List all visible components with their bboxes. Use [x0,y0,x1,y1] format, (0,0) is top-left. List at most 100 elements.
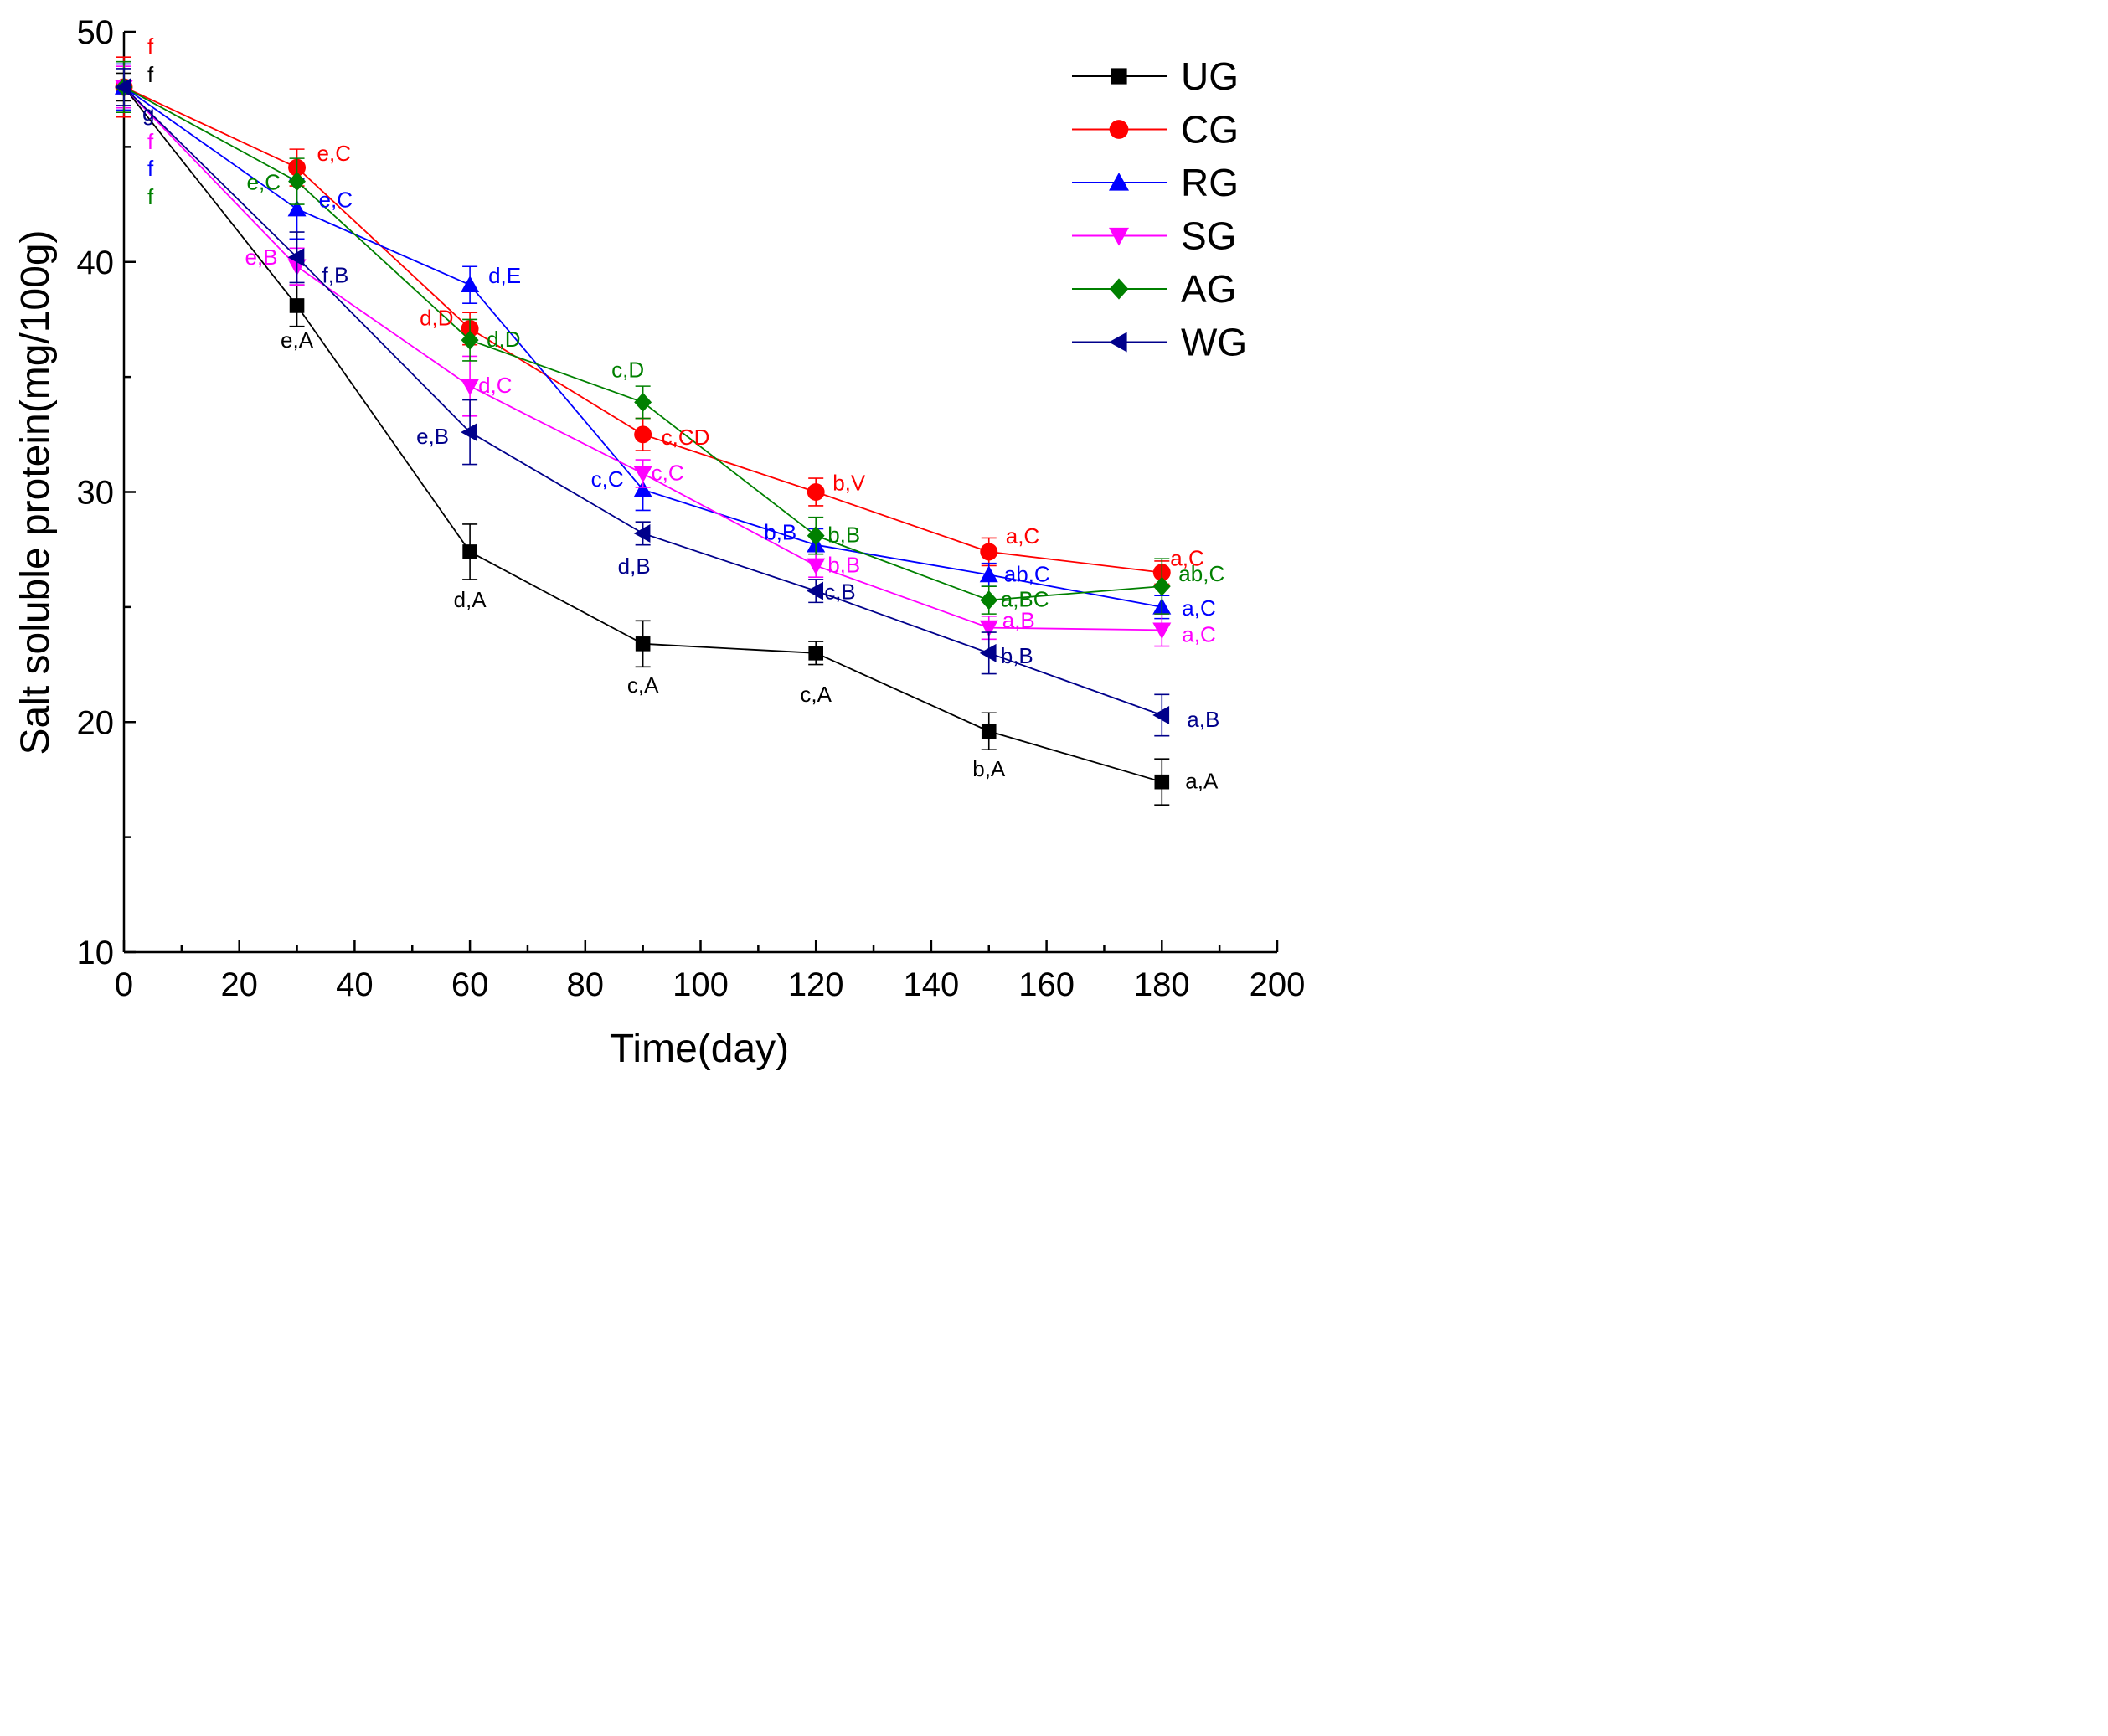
data-label-ag: b,B [827,523,860,548]
legend-marker [1109,120,1129,139]
data-label-ug: a,A [1185,769,1219,794]
legend-item-cg: CG [1072,108,1239,152]
data-point-wg [115,77,131,96]
y-tick-label: 20 [77,704,115,741]
data-label-sg: e,B [245,245,278,270]
x-tick-label: 40 [336,966,374,1003]
data-label-ug: e,A [281,327,314,353]
data-label-ug: c,A [800,682,832,707]
x-tick-label: 60 [451,966,489,1003]
y-tick-label: 50 [77,14,115,51]
data-label-cg: a,C [1170,546,1203,571]
legend-marker [1109,173,1129,191]
x-tick-label: 120 [788,966,844,1003]
data-point-rg [979,565,998,583]
data-label-ag: d,D [487,327,520,352]
x-tick-label: 200 [1250,966,1306,1003]
data-point-ug [1154,774,1170,790]
legend-label: UG [1181,54,1239,98]
data-label-ug: d,A [454,587,487,612]
data-label-wg: g [142,100,154,126]
data-point-wg [633,523,651,543]
legend-item-ag: AG [1072,267,1236,311]
legend: UG CG RG SG AG WG [1072,54,1247,364]
data-point-cg [634,425,652,444]
data-label-ag: ab,C [1178,561,1224,586]
data-point-rg [461,276,480,293]
data-label-wg: e,B [416,424,449,449]
legend-label: SG [1181,214,1236,258]
legend-item-sg: SG [1072,214,1236,258]
line-chart: 0 20 40 60 80 100 120 140 160 180 200 10 20 30 40 50 f e… [13,14,1306,1071]
x-tick-label: 180 [1134,966,1190,1003]
data-label-wg: b,B [1001,643,1033,668]
legend-label: AG [1181,267,1236,311]
data-label-sg: c,C [652,461,684,486]
legend-marker [1109,227,1129,246]
data-point-cg [807,483,825,501]
x-tick-label: 0 [115,966,133,1003]
data-label-sg: a,C [1182,621,1215,646]
data-label-rg: d,E [488,263,521,288]
x-tick-label: 140 [904,966,960,1003]
series-wg [115,68,1170,737]
x-tick-label: 100 [673,966,729,1003]
y-axis-title: Salt soluble protein(mg/100g) [13,229,58,755]
data-label-ug: b,A [972,756,1006,781]
legend-marker [1109,332,1127,353]
data-point-rg [287,199,307,217]
data-label-ug: c,A [627,672,659,698]
data-label-wg: f,B [322,262,349,287]
data-label-cg: f [147,33,154,59]
data-point-ag [461,330,479,350]
data-label-rg: b,B [764,520,796,545]
data-label-cg: c,CD [662,425,710,450]
legend-item-wg: WG [1072,321,1247,364]
y-tick-label: 40 [77,245,115,281]
data-label-sg: f [147,129,154,154]
data-label-rg: f [147,156,154,181]
series-ug [116,72,1170,806]
data-label-ag: c,D [611,357,644,382]
data-label-cg: a,C [1006,523,1039,549]
data-label-ug: f [147,62,154,87]
data-point-ag [288,172,306,192]
data-point-cg [980,543,998,561]
axes-group: 0 20 40 60 80 100 120 140 160 180 200 10 20 30 40 50 [77,14,1306,1003]
data-label-sg: b,B [827,552,860,577]
y-tick-label: 10 [77,935,115,971]
legend-marker [1109,278,1129,300]
x-tick-label: 80 [567,966,605,1003]
data-point-wg [287,248,305,267]
data-label-cg: d,D [420,305,453,330]
x-tick-label: 160 [1018,966,1075,1003]
y-tick-label: 30 [77,475,115,512]
data-label-wg: c,B [824,580,856,605]
data-label-cg: e,C [317,141,351,166]
data-point-ug [289,298,305,313]
data-point-ug [981,724,997,739]
data-point-wg [1152,706,1170,725]
data-point-ag [1152,576,1171,596]
data-point-ag [980,590,998,610]
data-label-rg: ab,C [1004,561,1050,586]
data-label-rg: a,C [1182,595,1215,621]
chart-container: 0 20 40 60 80 100 120 140 160 180 200 10 20 30 40 50 f e… [0,0,1313,1084]
x-tick-label: 20 [220,966,258,1003]
data-point-sg [633,466,652,483]
data-point-ug [808,646,823,661]
data-label-wg: d,B [618,554,651,579]
data-point-ug [462,544,477,559]
data-label-sg: d,C [478,373,512,398]
data-label-rg: c,C [591,466,624,492]
legend-label: RG [1181,161,1239,204]
legend-item-rg: RG [1072,161,1239,204]
data-point-sg [1152,622,1172,640]
legend-item-ug: UG [1072,54,1239,98]
data-label-sg: a,B [1002,608,1035,633]
data-point-ag [807,526,825,546]
legend-marker [1111,68,1127,85]
data-point-sg [979,620,998,637]
series-ag [115,60,1171,615]
legend-label: CG [1181,108,1239,152]
